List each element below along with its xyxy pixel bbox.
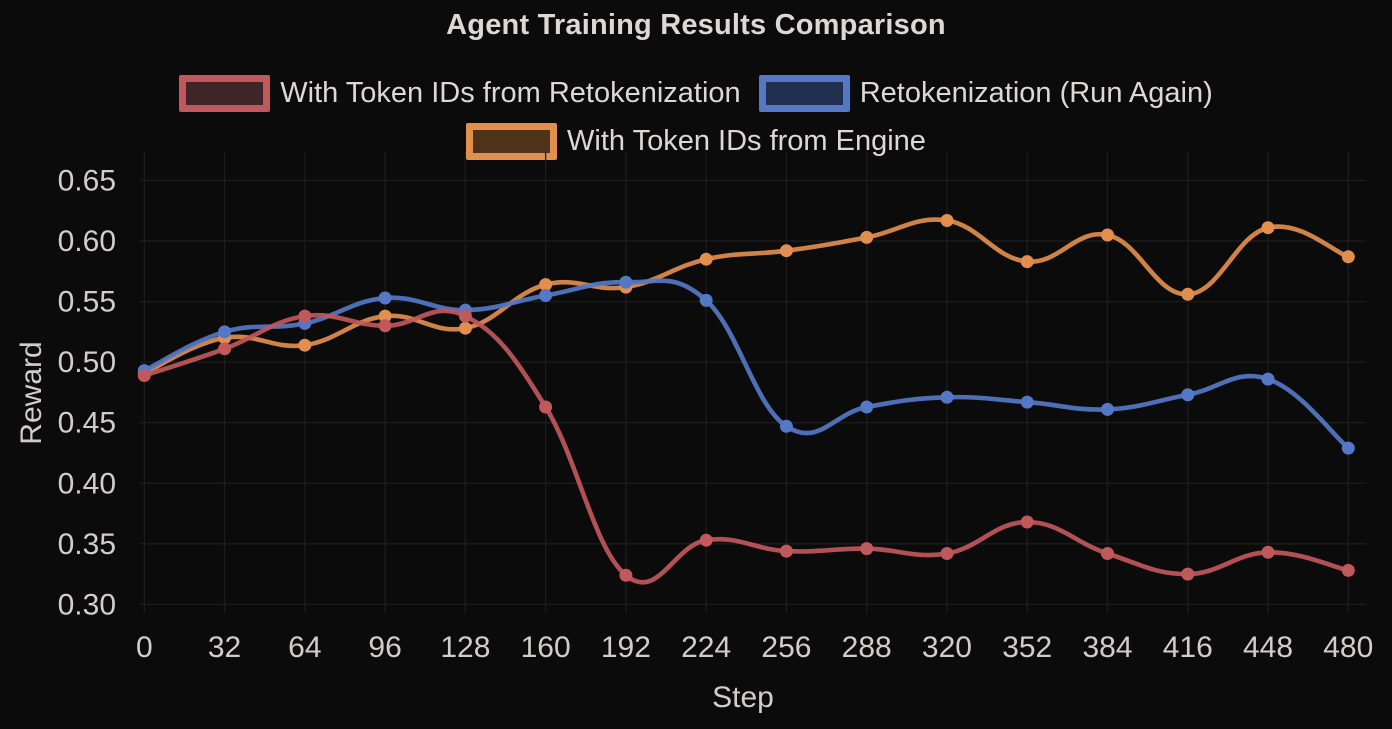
legend-row: With Token IDs from Retokenization Retoke… (179, 75, 1213, 112)
data-point-marker (1020, 515, 1034, 529)
data-point-marker (1181, 567, 1195, 581)
data-point-marker (860, 230, 874, 244)
data-point-marker (1020, 395, 1034, 409)
data-point-marker (699, 293, 713, 307)
x-tick-label: 480 (1323, 631, 1373, 664)
y-tick-label: 0.55 (58, 286, 116, 319)
x-tick-label: 320 (922, 631, 972, 664)
x-tick-label: 384 (1082, 631, 1132, 664)
data-point-marker (779, 244, 793, 258)
y-tick-label: 0.45 (58, 407, 116, 440)
legend-item: Retokenization (Run Again) (758, 75, 1213, 112)
data-point-marker (779, 419, 793, 433)
x-tick-label: 192 (601, 631, 651, 664)
x-tick-label: 288 (842, 631, 892, 664)
x-tick-label: 352 (1002, 631, 1052, 664)
data-point-marker (779, 544, 793, 558)
x-tick-label: 256 (761, 631, 811, 664)
x-tick-label: 128 (440, 631, 490, 664)
data-point-marker (1261, 372, 1275, 386)
data-point-marker (1261, 545, 1275, 559)
y-tick-label: 0.50 (58, 346, 116, 379)
data-point-marker (1341, 441, 1355, 455)
x-tick-label: 224 (681, 631, 731, 664)
legend-label: Retokenization (Run Again) (859, 77, 1213, 109)
legend-label: With Token IDs from Retokenization (280, 77, 741, 109)
data-point-marker (699, 533, 713, 547)
data-point-marker (1020, 255, 1034, 269)
y-tick-label: 0.30 (58, 588, 116, 621)
x-tick-label: 96 (368, 631, 401, 664)
data-point-marker (218, 342, 232, 356)
x-tick-label: 448 (1243, 631, 1293, 664)
x-axis-label: Step (712, 681, 774, 714)
data-point-marker (298, 309, 312, 323)
data-point-marker (218, 325, 232, 339)
legend-row: With Token IDs from Engine (466, 123, 926, 160)
data-point-marker (940, 390, 954, 404)
legend-swatch-icon (758, 75, 850, 112)
legend-item: With Token IDs from Retokenization (179, 75, 741, 112)
data-point-marker (1341, 250, 1355, 264)
y-tick-label: 0.35 (58, 528, 116, 561)
data-point-marker (298, 338, 312, 352)
data-point-marker (940, 547, 954, 560)
data-point-marker (1101, 402, 1114, 416)
data-point-marker (860, 542, 874, 556)
x-tick-label: 160 (521, 631, 571, 664)
y-tick-label: 0.60 (58, 225, 116, 258)
data-point-marker (1101, 228, 1114, 242)
data-point-marker (619, 275, 633, 289)
x-tick-label: 416 (1163, 631, 1213, 664)
data-point-marker (1181, 287, 1195, 301)
x-tick-label: 0 (136, 631, 153, 664)
data-point-marker (1261, 221, 1275, 235)
data-point-marker (378, 309, 392, 323)
data-point-marker (378, 319, 392, 333)
legend-label: With Token IDs from Engine (567, 125, 926, 157)
y-axis-label: Reward (15, 341, 48, 444)
data-point-marker (458, 321, 472, 335)
y-tick-label: 0.40 (58, 467, 116, 500)
data-point-marker (137, 369, 151, 382)
data-point-marker (860, 400, 874, 414)
data-point-marker (940, 214, 954, 227)
legend-swatch-icon (179, 75, 271, 112)
chart-legend: With Token IDs from Retokenization Retoke… (0, 75, 1392, 160)
data-point-marker (378, 291, 392, 305)
chart-title: Agent Training Results Comparison (446, 9, 946, 41)
series-line (142, 308, 1351, 585)
series-line (142, 217, 1351, 376)
data-point-marker (1181, 388, 1195, 402)
x-tick-label: 64 (288, 631, 321, 664)
legend-swatch-icon (466, 123, 558, 160)
data-point-marker (458, 309, 472, 323)
data-point-marker (539, 400, 553, 414)
data-point-marker (1101, 547, 1114, 560)
data-point-marker (1341, 563, 1355, 577)
x-tick-label: 32 (208, 631, 241, 664)
data-point-marker (619, 568, 633, 582)
data-point-marker (539, 278, 553, 292)
data-point-marker (699, 252, 713, 266)
data-point-marker (539, 289, 553, 302)
legend-item: With Token IDs from Engine (466, 123, 926, 160)
y-tick-label: 0.65 (58, 165, 116, 198)
series-line (142, 278, 1351, 451)
